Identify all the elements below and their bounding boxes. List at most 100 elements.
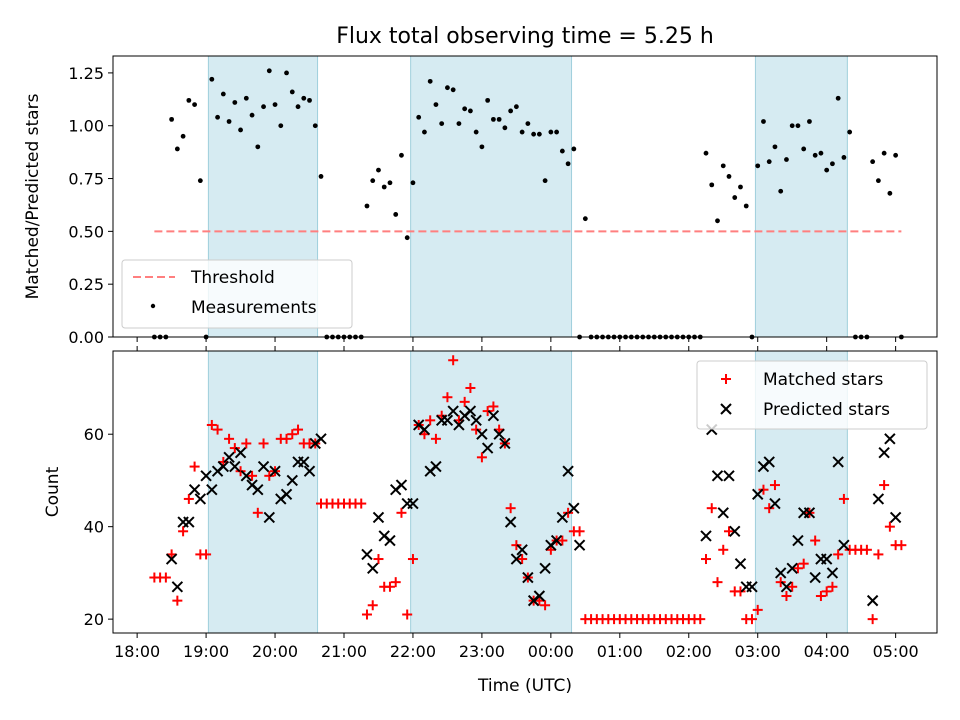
measurement-point [439,121,445,127]
cross-stroke [878,446,890,459]
matched-star-marker [224,433,235,444]
cross-stroke [188,483,201,496]
predicted-star-marker [838,539,850,551]
cross-stroke [499,437,511,450]
y-tick-label: 40 [84,518,104,537]
matched-star-marker [833,549,844,560]
cross-stroke [774,567,787,579]
measurement-point [295,104,301,110]
matched-star-marker [189,461,200,472]
predicted-star-marker [200,470,212,482]
predicted-star-marker [522,571,534,584]
measurement-point [513,104,519,110]
cross-stroke [453,419,465,431]
measurement-point [456,121,462,127]
predicted-star-marker [510,553,523,565]
predicted-star-marker [562,465,574,477]
matched-star-marker [178,526,189,537]
measurement-point [422,129,427,135]
bottom-legend: Matched stars Predicted stars [696,360,928,430]
predicted-star-marker [441,414,454,427]
cross-stroke [315,433,327,445]
measurement-point [554,129,560,135]
measurement-point [772,144,778,150]
matched-star-marker [540,600,551,611]
predicted-star-marker [729,525,741,538]
cross-stroke [723,470,735,482]
matched-star-marker [448,355,459,366]
y-tick-label: 1.00 [68,117,104,136]
measurement-point [830,161,835,167]
observing-window-shade [410,350,573,634]
cross-stroke [200,470,212,482]
bottom-legend-box [696,360,928,430]
matched-star-marker [407,554,418,565]
predicted-star-marker [884,433,896,445]
cross-stroke [206,483,218,496]
cross-stroke [183,516,195,528]
x-tick-label: 03:00 [735,642,781,661]
cross-stroke [481,442,494,454]
measurement-point [548,129,554,135]
cross-stroke [217,460,230,473]
predicted-star-marker [533,590,546,602]
ratio-panel: 0.00 0.25 0.50 0.75 1.00 1.25 Flux total obse… [23,24,938,347]
measurement-point [399,152,404,158]
matched-star-marker [838,493,849,504]
measurement-point [197,178,203,184]
matched-star-marker [718,544,729,555]
matched-star-marker [476,452,487,463]
matched-star-marker [746,614,757,625]
measurement-point [807,119,812,124]
matched-star-marker [402,609,413,620]
matched-star-marker [815,591,826,602]
cross-stroke [269,465,281,477]
measurement-point [841,155,847,160]
measurement-point [468,108,473,114]
bottom-axis-ticks: 18:00 19:00 20:00 21:00 22:00 23:00 00:00 01:00… [84,346,919,661]
measurement-point [416,114,422,120]
x-tick-label: 18:00 [114,642,160,661]
cross-stroke [418,423,431,436]
legend-predicted-label: Predicted stars [763,400,890,420]
predicted-star-marker [774,567,787,579]
predicted-star-marker [820,553,833,565]
predicted-star-marker [866,594,879,607]
predicted-star-marker [832,456,844,468]
predicted-star-marker [188,483,201,496]
measurement-point [169,116,175,122]
measurement-point [393,212,399,217]
cross-stroke [470,414,482,427]
predicted-star-marker [568,502,580,514]
cross-stroke [792,534,804,547]
observing-window-shade [410,55,573,338]
cross-stroke [252,483,264,496]
cross-stroke [229,460,241,473]
measurement-point [720,163,726,169]
measurement-point [284,70,289,76]
measurement-point [870,159,876,165]
matched-star-marker [798,558,809,569]
predicted-star-marker [499,437,511,450]
matched-star-marker [758,484,769,495]
measurement-point [238,127,243,133]
measurement-point [887,190,893,196]
cross-stroke [734,557,747,570]
measurement-point [542,178,548,184]
measurement-point [732,195,738,200]
y-tick-label: 0.25 [68,275,104,294]
cross-stroke [533,590,546,602]
cross-stroke [832,456,844,468]
matched-star-marker [258,438,269,449]
measurement-point [565,161,571,167]
cross-stroke [476,428,488,440]
cross-stroke [522,571,534,584]
measurement-point [801,146,807,152]
measurement-point [755,163,761,169]
predicted-star-marker [792,534,804,547]
predicted-star-marker [539,562,551,574]
cross-stroke [826,567,839,579]
matched-star-marker [896,540,907,551]
matched-star-marker [775,577,786,588]
matched-star-marker [810,535,821,546]
